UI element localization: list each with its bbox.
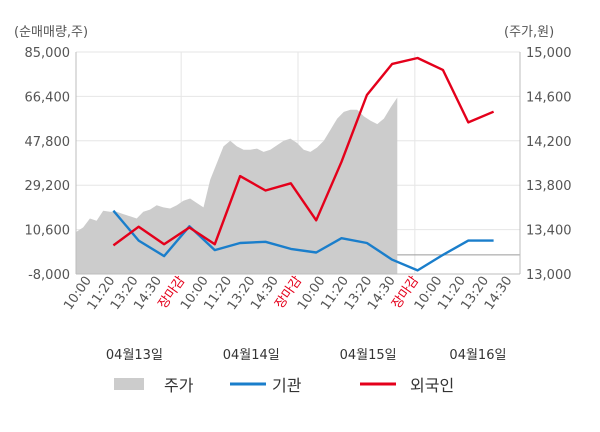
left-tick-label: 10,600 xyxy=(25,224,71,239)
left-tick-label: 85,000 xyxy=(25,46,71,61)
series-lines-layer xyxy=(112,56,495,272)
plot-frame xyxy=(75,52,521,275)
left-tick-label: 47,800 xyxy=(25,135,71,150)
day-label: 04월16일 xyxy=(449,348,506,363)
legend-swatch-area xyxy=(114,378,144,390)
day-label: 04월15일 xyxy=(340,348,397,363)
left-axis-unit: (순매매량,주) xyxy=(14,25,88,40)
legend-label: 주가 xyxy=(164,376,194,395)
foreign-line xyxy=(112,56,495,247)
right-tick-label: 13,800 xyxy=(526,179,572,194)
right-tick-label: 14,200 xyxy=(526,135,572,150)
legend-label: 외국인 xyxy=(410,376,454,395)
axis-labels: 85,000 15,000 66,400 14,600 47,800 14,200 29,2… xyxy=(14,25,572,363)
day-label: 04월13일 xyxy=(106,348,163,363)
left-tick-label: 29,200 xyxy=(25,179,71,194)
right-tick-label: 13,000 xyxy=(526,268,572,283)
legend: 주가 기관 외국인 xyxy=(114,376,454,395)
institution-line xyxy=(112,209,494,272)
right-axis-unit: (주가,원) xyxy=(504,25,554,40)
left-tick-label: -8,000 xyxy=(28,268,70,283)
day-label: 04월14일 xyxy=(223,348,280,363)
right-tick-label: 15,000 xyxy=(526,46,572,61)
right-tick-label: 13,400 xyxy=(526,224,572,239)
right-tick-label: 14,600 xyxy=(526,90,572,105)
left-tick-label: 66,400 xyxy=(25,90,71,105)
legend-label: 기관 xyxy=(272,376,302,395)
